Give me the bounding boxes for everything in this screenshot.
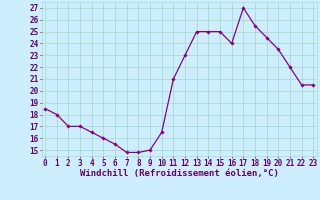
X-axis label: Windchill (Refroidissement éolien,°C): Windchill (Refroidissement éolien,°C) — [80, 169, 279, 178]
